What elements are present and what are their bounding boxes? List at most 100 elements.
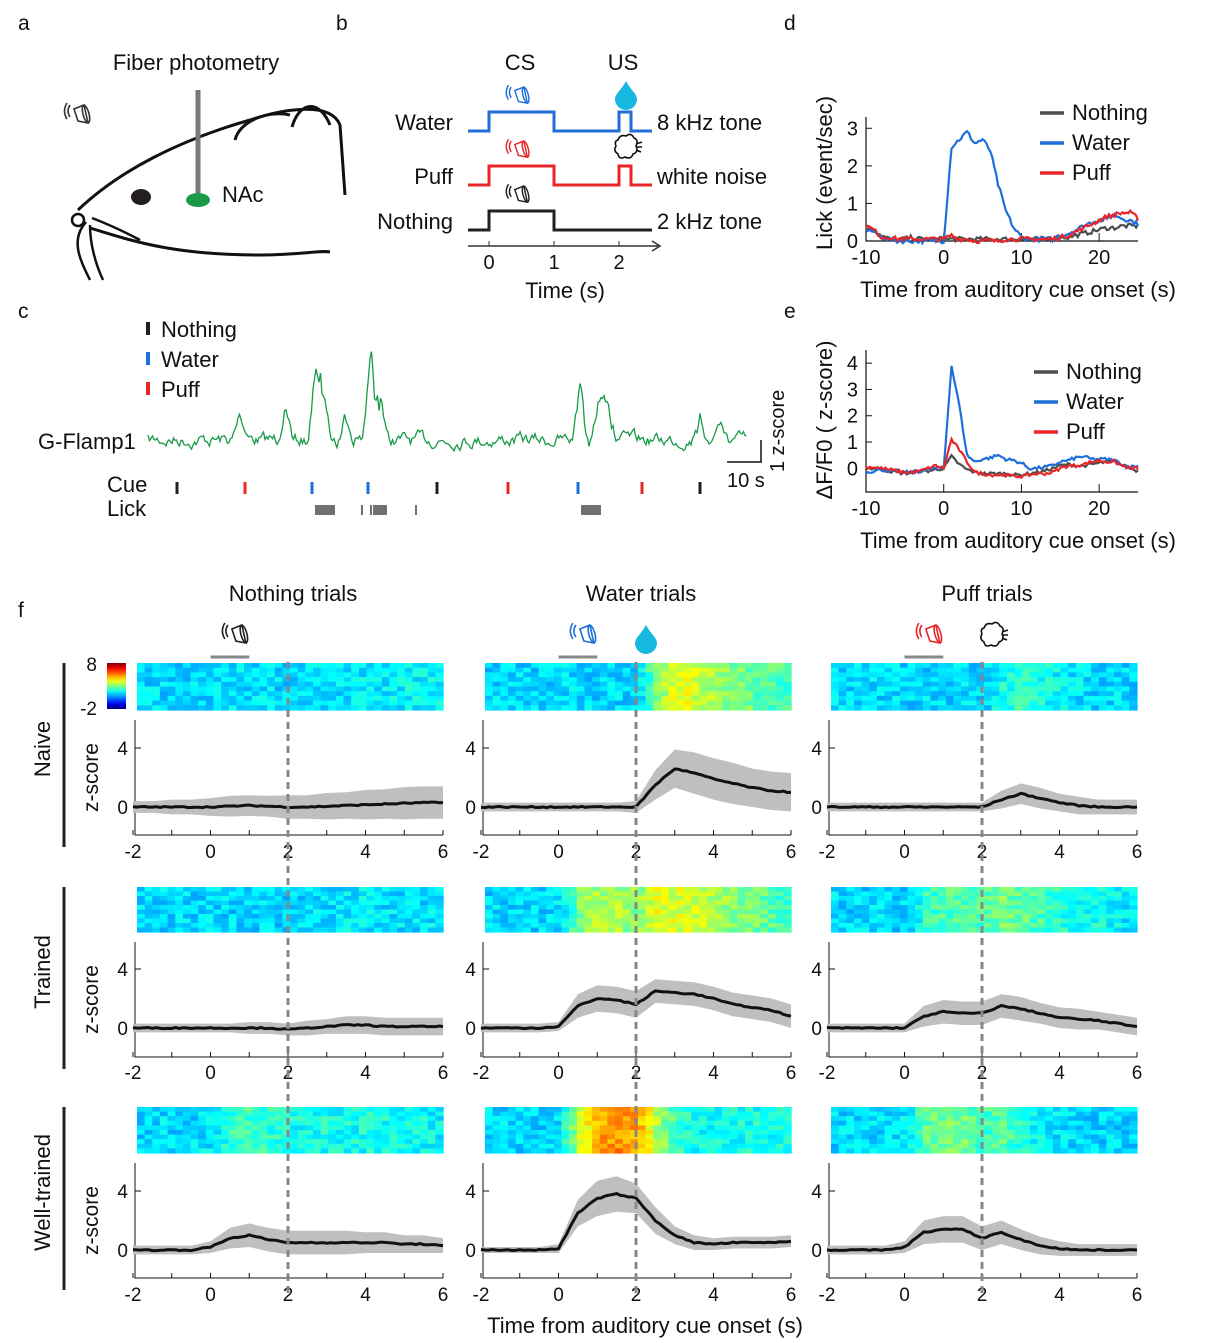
heatmap-cell <box>953 1134 962 1140</box>
heatmap-cell <box>668 663 677 669</box>
heatmap-cell <box>1045 896 1054 902</box>
heatmap-cell <box>297 672 306 678</box>
heatmap-cell <box>137 1120 146 1126</box>
heatmap-cell <box>538 681 547 688</box>
heatmap-cell <box>427 1120 436 1126</box>
heatmap-cell <box>745 672 754 678</box>
heatmap <box>831 1107 1138 1154</box>
heatmap-cell <box>427 1134 436 1140</box>
heatmap-cell <box>576 695 586 702</box>
x-tick-label: -2 <box>125 1063 142 1084</box>
heatmap-cell <box>205 891 215 897</box>
heatmap-cell <box>1022 927 1031 933</box>
heatmap-cell <box>485 695 494 702</box>
heatmap-cell <box>846 672 855 678</box>
cs-label: CS <box>505 50 536 75</box>
heatmap-cell <box>1007 686 1016 692</box>
heatmap-cell <box>922 1139 932 1145</box>
heatmap-cell <box>1106 1111 1115 1117</box>
heatmap-cell <box>968 691 977 697</box>
heatmap-cell <box>1022 677 1031 683</box>
heatmap-cell <box>861 1139 870 1145</box>
heatmap-cell <box>661 677 670 683</box>
heatmap-cell <box>412 695 421 702</box>
heatmap-cell <box>576 887 586 893</box>
heatmap-cell <box>953 1143 962 1149</box>
heatmap-cell <box>328 691 337 697</box>
heatmap-cell <box>435 677 444 683</box>
cue-marker-puff <box>243 482 247 494</box>
heatmap-cell <box>831 705 840 711</box>
heatmap-cell <box>854 1143 863 1149</box>
heatmap-cell <box>854 681 863 688</box>
heatmap-cell <box>722 672 731 678</box>
heatmap-cell <box>412 891 421 897</box>
heatmap-cell <box>745 927 754 933</box>
heatmap-cell <box>435 896 444 902</box>
heatmap-cell <box>1091 686 1100 692</box>
heatmap-cell <box>869 1120 878 1126</box>
heatmap-cell <box>854 896 863 902</box>
heatmap-cell <box>175 672 184 678</box>
heatmap-cell <box>683 923 693 929</box>
heatmap-cell <box>1037 923 1046 929</box>
heatmap-cell <box>584 927 593 933</box>
heatmap-cell <box>1060 691 1069 697</box>
heatmap-cell <box>622 1139 631 1145</box>
heatmap-cell <box>175 1143 184 1149</box>
heatmap-cell <box>592 1125 601 1131</box>
heatmap-cell <box>729 663 739 669</box>
heatmap-cell <box>584 1116 593 1122</box>
heatmap-cell <box>706 1143 716 1149</box>
heatmap-cell <box>752 896 762 902</box>
heatmap-cell <box>1106 900 1115 906</box>
x-tick-label: 0 <box>899 1063 910 1084</box>
heatmap-cell <box>945 1139 955 1145</box>
heatmap-cell <box>622 1120 631 1126</box>
heatmap-cell <box>683 700 693 706</box>
heatmap-cell <box>661 927 670 933</box>
heatmap-cell <box>1045 691 1054 697</box>
heatmap-cell <box>915 681 924 688</box>
heatmap-cell <box>404 1111 414 1117</box>
heatmap-cell <box>1121 900 1130 906</box>
heatmap-cell <box>930 700 939 706</box>
heatmap-cell <box>381 1148 391 1154</box>
heatmap-cell <box>1052 891 1062 897</box>
heatmap-cell <box>328 914 337 920</box>
heatmap-cell <box>205 667 215 673</box>
heatmap-cell <box>389 896 398 902</box>
heatmap-cell <box>397 672 406 678</box>
heatmap-cell <box>930 686 939 692</box>
heatmap-cell <box>144 914 153 920</box>
heatmap-cell <box>1106 918 1115 924</box>
heatmap-cell <box>427 1148 436 1154</box>
cue-description: white noise <box>656 164 767 189</box>
heatmap-cell <box>1052 705 1062 711</box>
heatmap-cell <box>420 1107 429 1113</box>
heatmap-cell <box>492 695 501 702</box>
heatmap-cell <box>691 663 700 669</box>
x-tick-label: 0 <box>899 842 910 863</box>
heatmap-cell <box>1037 905 1046 911</box>
heatmap-cell <box>1121 1130 1130 1136</box>
heatmap-cell <box>915 909 924 915</box>
heatmap-cell <box>267 896 276 902</box>
heatmap-cell <box>615 900 624 906</box>
heatmap-cell <box>1091 914 1100 920</box>
heatmap-cell <box>1014 887 1023 893</box>
heatmap-cell <box>507 1116 517 1122</box>
heatmap-cell <box>236 681 245 688</box>
heatmap-cell <box>1129 677 1138 683</box>
heatmap-cell <box>1052 914 1062 920</box>
heatmap-cell <box>313 1107 322 1113</box>
heatmap-cell <box>1037 1125 1046 1131</box>
heatmap-cell <box>922 695 932 702</box>
heatmap-cell <box>561 1143 570 1149</box>
heatmap-cell <box>198 887 207 893</box>
heatmap-cell <box>1091 1148 1100 1154</box>
heatmap-cell <box>485 1148 494 1154</box>
heatmap-cell <box>1045 663 1054 669</box>
heatmap-cell <box>182 686 192 692</box>
heatmap-cell <box>374 1111 383 1117</box>
